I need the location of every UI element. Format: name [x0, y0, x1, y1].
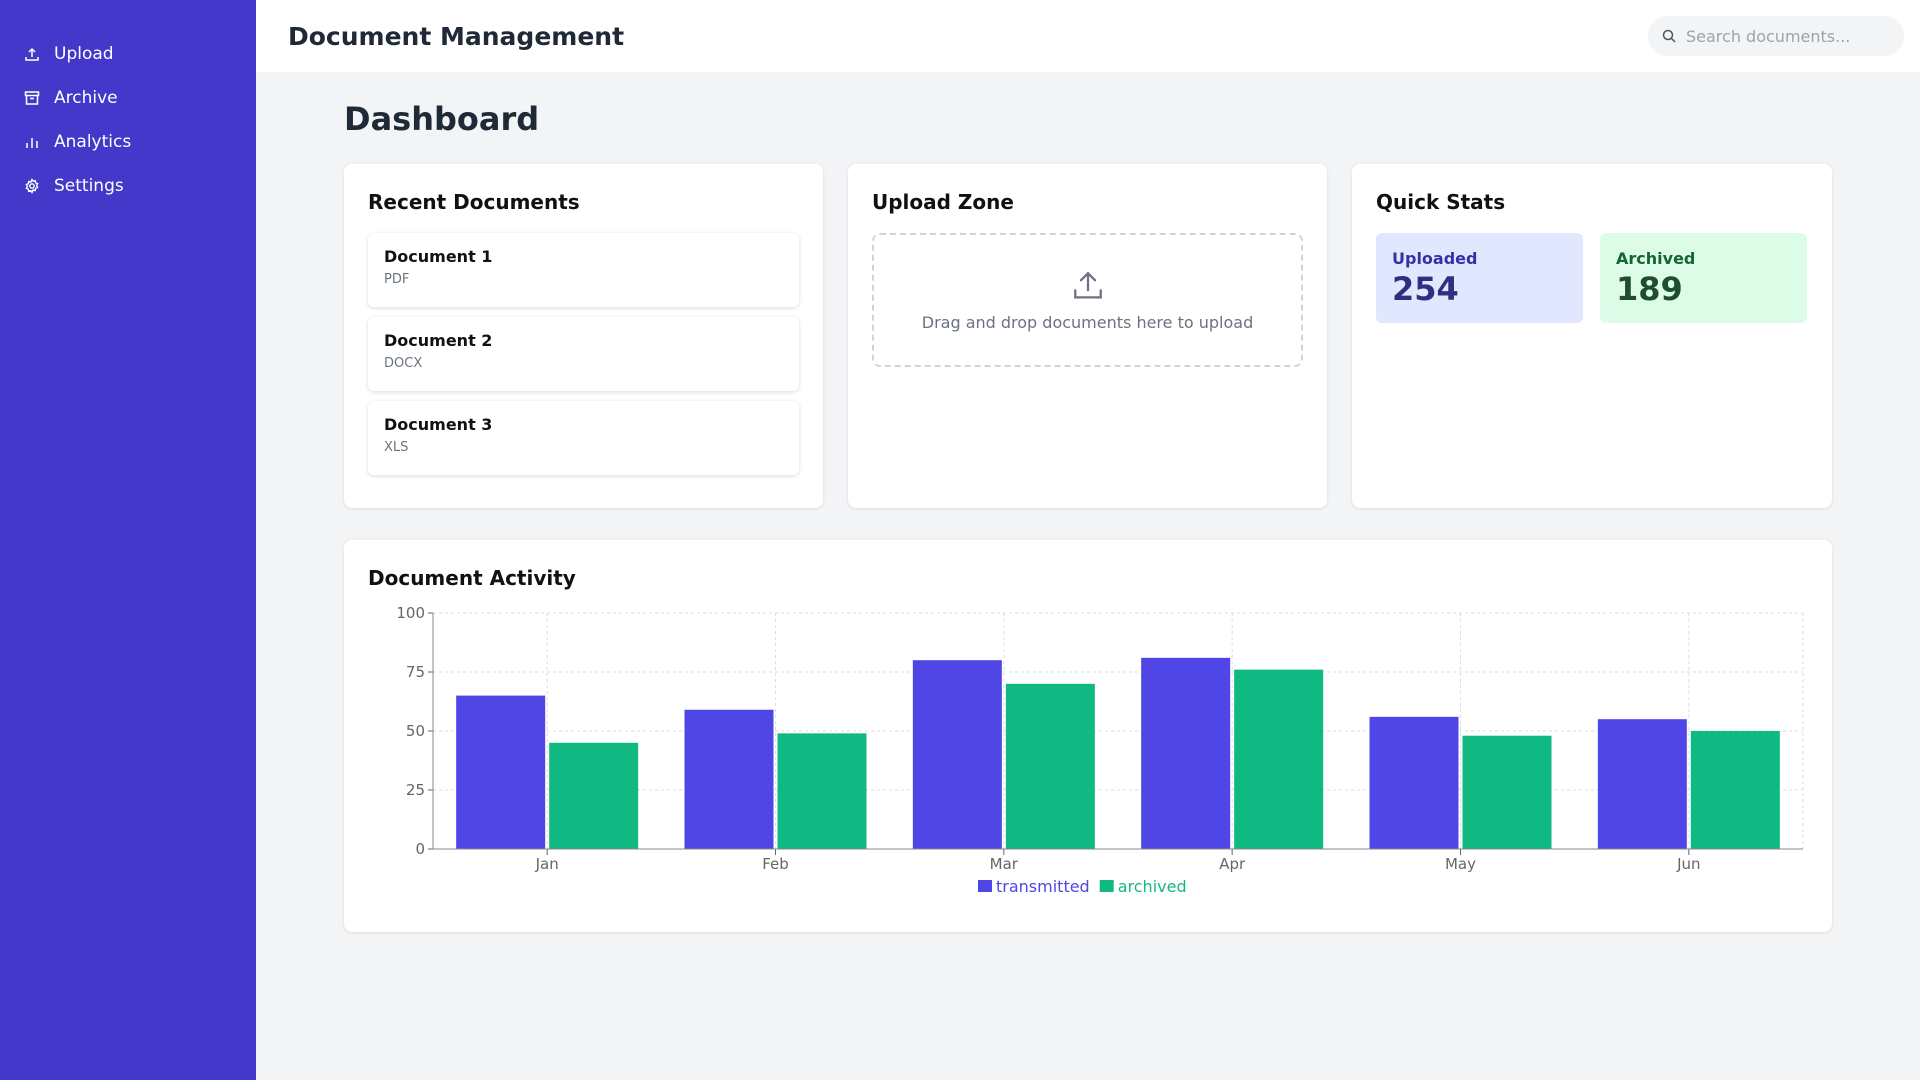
bar-transmitted-mar — [912, 660, 1002, 849]
document-name: Document 2 — [384, 331, 493, 350]
card-title: Recent Documents — [368, 190, 580, 214]
document-name: Document 3 — [384, 415, 493, 434]
x-tick-label: Jun — [1676, 855, 1700, 873]
sidebar-item-upload[interactable]: Upload — [0, 32, 256, 76]
bar-transmitted-jun — [1597, 719, 1687, 849]
stat-label: Archived — [1616, 249, 1696, 268]
bar-archived-feb — [777, 733, 867, 849]
document-activity-card: Document Activity 0 25 50 75 100 Jan Feb Mar Apr… — [344, 540, 1832, 932]
bar-transmitted-jan — [456, 695, 546, 849]
stat-value: 189 — [1616, 270, 1683, 308]
upload-dropzone[interactable]: Drag and drop documents here to upload — [872, 233, 1303, 367]
y-tick-label: 100 — [396, 604, 425, 622]
document-name: Document 1 — [384, 247, 493, 266]
card-title: Document Activity — [368, 566, 576, 590]
legend-label-archived: archived — [1118, 877, 1187, 896]
document-type: XLS — [384, 440, 409, 455]
bar-chart-icon — [26, 138, 38, 148]
document-item[interactable]: Document 1 PDF — [368, 233, 799, 307]
upload-icon — [1073, 271, 1102, 298]
sidebar-item-label: Archive — [54, 88, 118, 108]
y-tick-label: 50 — [406, 722, 425, 740]
bar-archived-may — [1462, 735, 1552, 849]
y-tick-label: 75 — [406, 663, 425, 681]
stat-value: 254 — [1392, 270, 1459, 308]
y-tick-label: 0 — [415, 840, 425, 858]
archive-icon — [24, 91, 40, 105]
bar-transmitted-feb — [684, 709, 774, 849]
document-item[interactable]: Document 3 XLS — [368, 401, 799, 475]
recent-documents-card: Recent Documents Document 1 PDF Document… — [344, 164, 823, 508]
page-title: Dashboard — [344, 100, 540, 138]
sidebar-item-label: Settings — [54, 176, 124, 196]
bar-archived-jun — [1690, 731, 1780, 849]
search-input[interactable] — [1686, 26, 1886, 46]
bar-archived-apr — [1234, 669, 1324, 849]
legend-swatch-transmitted — [978, 880, 992, 892]
x-tick-label: Feb — [762, 855, 789, 873]
upload-zone-card: Upload Zone Drag and drop documents here… — [848, 164, 1327, 508]
x-tick-label: Jan — [535, 855, 559, 873]
sidebar-item-label: Upload — [54, 44, 114, 64]
quick-stats-card: Quick Stats Uploaded 254 Archived 189 — [1352, 164, 1832, 508]
sidebar-item-label: Analytics — [54, 132, 132, 152]
x-tick-label: May — [1445, 855, 1476, 873]
bar-archived-jan — [549, 742, 639, 849]
card-title: Quick Stats — [1376, 190, 1506, 214]
legend-swatch-archived — [1099, 880, 1114, 892]
app-title: Document Management — [288, 21, 625, 51]
archived-stat: Archived 189 — [1600, 233, 1807, 323]
x-tick-label: Apr — [1219, 855, 1246, 873]
search-icon — [1662, 29, 1676, 43]
sidebar: Upload Archive Analytics Settings — [0, 0, 256, 1080]
document-item[interactable]: Document 2 DOCX — [368, 317, 799, 391]
document-type: DOCX — [384, 356, 423, 371]
upload-text: Drag and drop documents here to upload — [921, 312, 1254, 332]
sidebar-item-settings[interactable]: Settings — [0, 164, 256, 208]
sidebar-item-analytics[interactable]: Analytics — [0, 120, 256, 164]
activity-chart: 0 25 50 75 100 Jan Feb Mar Apr May Jun transmitted a… — [396, 604, 1804, 896]
uploaded-stat: Uploaded 254 — [1376, 233, 1583, 323]
sidebar-item-archive[interactable]: Archive — [0, 76, 256, 120]
y-tick-label: 25 — [406, 781, 425, 799]
bar-archived-mar — [1005, 683, 1095, 849]
x-tick-label: Mar — [990, 855, 1019, 873]
legend-label-transmitted: transmitted — [996, 877, 1090, 896]
upload-icon — [25, 47, 39, 61]
stat-label: Uploaded — [1392, 249, 1478, 268]
card-title: Upload Zone — [872, 190, 1014, 214]
bar-transmitted-apr — [1141, 657, 1231, 849]
top-header: Document Management — [256, 0, 1920, 72]
search-box[interactable] — [1648, 16, 1904, 56]
gear-icon — [25, 178, 39, 194]
document-type: PDF — [384, 272, 410, 287]
bar-transmitted-may — [1369, 716, 1459, 849]
